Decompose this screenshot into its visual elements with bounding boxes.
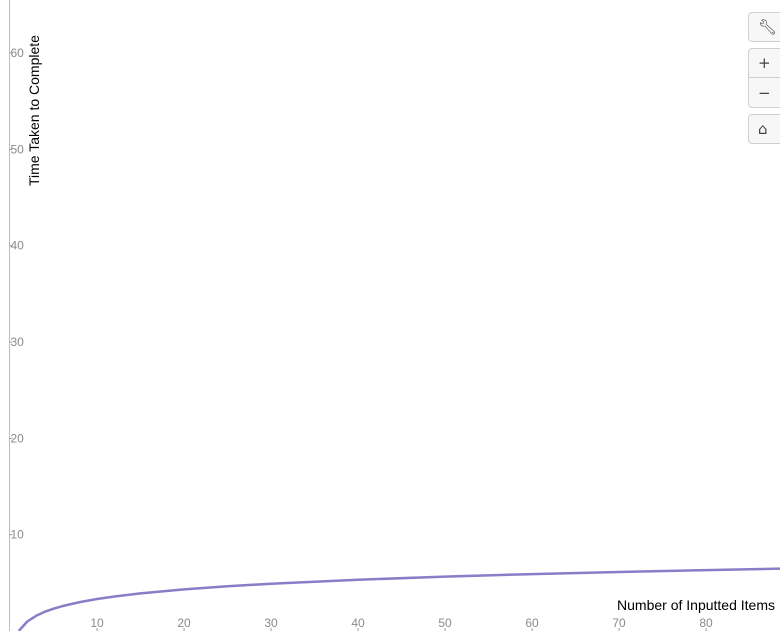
- home-icon[interactable]: ⌂: [748, 114, 780, 144]
- x-tick-label: 30: [264, 616, 278, 630]
- x-tick-label: 20: [177, 616, 191, 630]
- y-tick-label: 30: [11, 335, 25, 349]
- y-tick-label: 40: [11, 239, 25, 253]
- y-tick-label: 20: [11, 431, 25, 445]
- wrench-icon[interactable]: 🔧︎: [748, 12, 780, 42]
- y-tick-label: 10: [11, 528, 25, 542]
- x-tick-label: 70: [612, 616, 626, 630]
- x-tick-label: 40: [351, 616, 365, 630]
- x-axis-title: Number of Inputted Items: [617, 597, 775, 613]
- x-tick-label: 50: [438, 616, 452, 630]
- minus-icon[interactable]: −: [748, 78, 780, 108]
- x-tick-label: 80: [699, 616, 713, 630]
- y-tick-label: 60: [11, 46, 25, 60]
- plus-icon[interactable]: +: [748, 48, 780, 78]
- y-tick-label: 50: [11, 142, 25, 156]
- chart-toolbar: 🔧︎ + − ⌂: [748, 12, 780, 150]
- x-tick-label: 60: [525, 616, 539, 630]
- y-axis-title: Time Taken to Complete: [26, 35, 42, 186]
- y-ticks: 10 20 30 40 50 60: [10, 46, 25, 542]
- x-tick-label: 10: [90, 616, 104, 630]
- x-ticks: 10 20 30 40 50 60 70 80: [90, 616, 713, 631]
